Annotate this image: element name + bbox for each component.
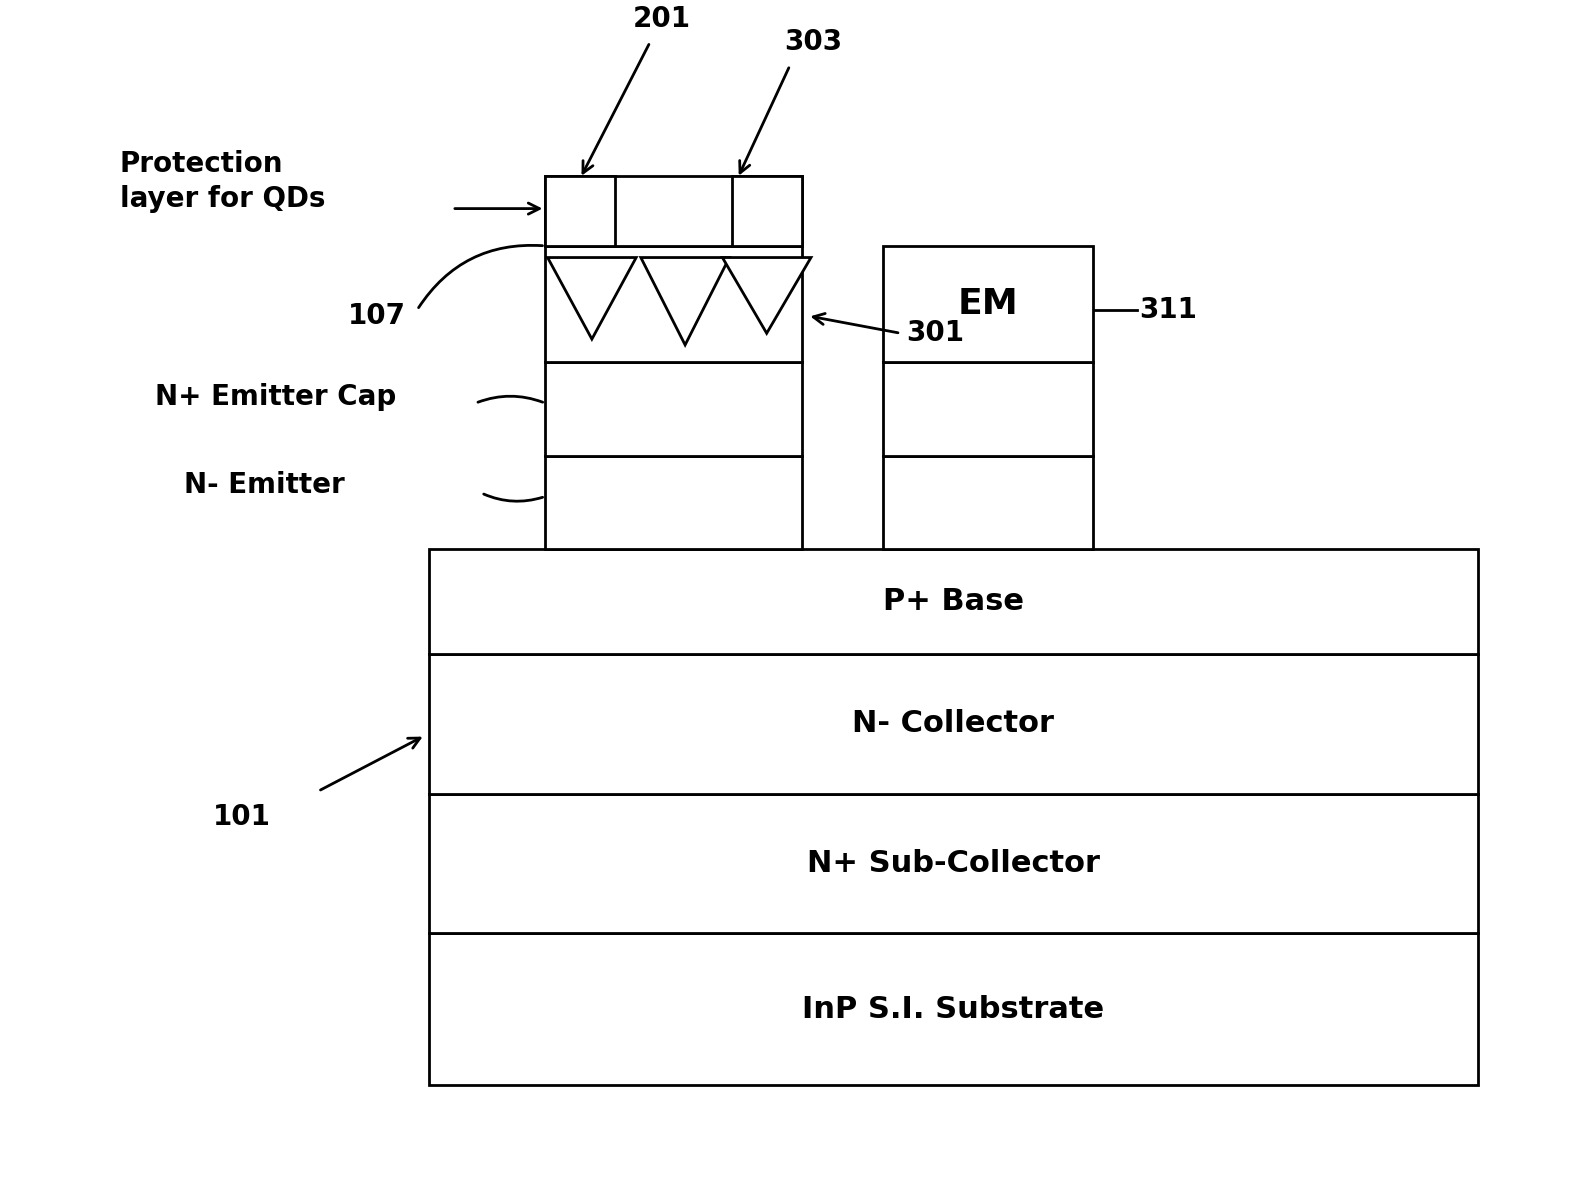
- Text: 107: 107: [348, 302, 406, 330]
- Bar: [883, 246, 1093, 362]
- Bar: [732, 176, 801, 246]
- Text: Protection
layer for QDs: Protection layer for QDs: [120, 151, 325, 213]
- Polygon shape: [641, 258, 730, 345]
- Bar: [883, 456, 1093, 549]
- Text: N- Emitter: N- Emitter: [183, 471, 344, 499]
- Text: 101: 101: [213, 803, 272, 831]
- Text: 201: 201: [634, 5, 690, 32]
- Bar: [545, 456, 801, 549]
- Text: N- Collector: N- Collector: [852, 709, 1054, 739]
- Bar: [428, 549, 1477, 653]
- Text: N+ Emitter Cap: N+ Emitter Cap: [155, 384, 397, 411]
- Polygon shape: [722, 258, 811, 333]
- Polygon shape: [548, 258, 637, 339]
- Bar: [428, 653, 1477, 794]
- Bar: [545, 362, 801, 456]
- Bar: [428, 934, 1477, 1085]
- Text: 311: 311: [1139, 296, 1198, 324]
- Text: 303: 303: [784, 28, 842, 56]
- Bar: [545, 176, 615, 246]
- Text: N+ Sub-Collector: N+ Sub-Collector: [807, 849, 1100, 878]
- Text: P+ Base: P+ Base: [883, 586, 1024, 616]
- Text: 301: 301: [907, 319, 964, 348]
- Text: EM: EM: [957, 287, 1019, 321]
- Bar: [428, 794, 1477, 934]
- Bar: [883, 362, 1093, 456]
- Bar: [545, 246, 801, 362]
- Text: InP S.I. Substrate: InP S.I. Substrate: [803, 995, 1104, 1024]
- Bar: [545, 176, 801, 246]
